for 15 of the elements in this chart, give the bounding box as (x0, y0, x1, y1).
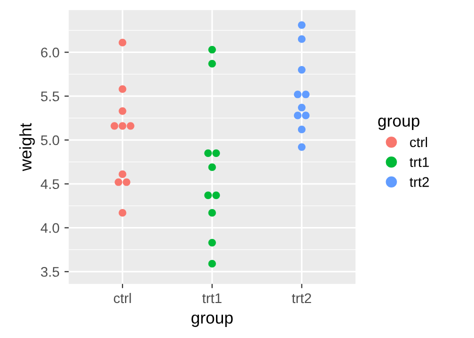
legend-label: trt1 (410, 157, 429, 168)
x-axis-title: group (378, 118, 420, 130)
y-tick-label: 4.5 (40, 179, 60, 190)
y-axis-title: weight (19, 123, 35, 172)
y-tick-label: 3.5 (40, 266, 60, 277)
y-tick-label: 6.0 (41, 48, 60, 58)
y-tick-label: 4.0 (40, 223, 60, 233)
y-tick-label: 5.5 (40, 92, 60, 102)
legend-label: ctrl (410, 136, 428, 148)
x-tick-label: trt1 (202, 293, 222, 304)
x-tick-label: trt2 (292, 293, 312, 304)
y-tick-label: 5.0 (40, 135, 60, 146)
legend-title: group (192, 314, 233, 327)
x-tick-label: ctrl (114, 292, 131, 304)
legend-label: trt2 (410, 177, 429, 187)
